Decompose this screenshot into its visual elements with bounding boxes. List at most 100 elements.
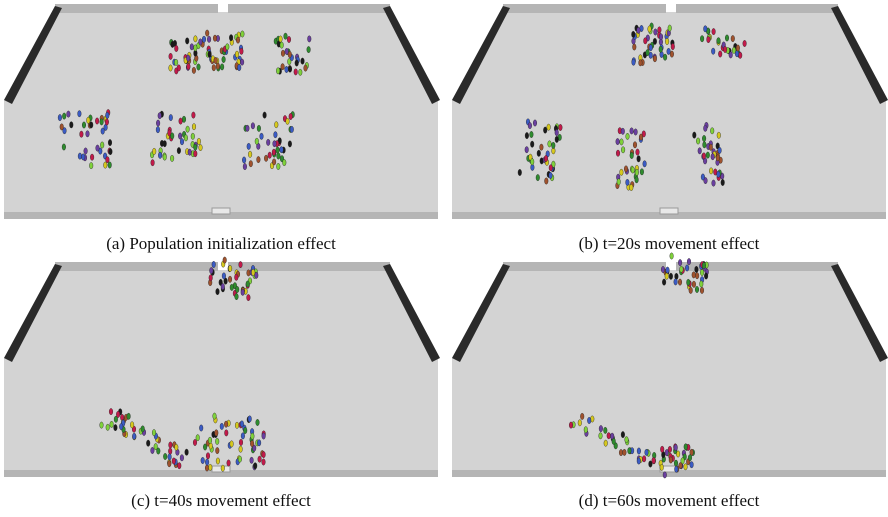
pedestrian xyxy=(626,133,630,139)
top-wall xyxy=(55,4,218,13)
pedestrian xyxy=(199,425,203,431)
pedestrian xyxy=(687,258,691,264)
pedestrian xyxy=(632,59,636,65)
pedestrian xyxy=(711,154,715,160)
pedestrian xyxy=(263,112,267,118)
pedestrian xyxy=(187,63,191,69)
pedestrian xyxy=(247,294,251,300)
pedestrian xyxy=(717,171,721,177)
pedestrian xyxy=(674,460,678,466)
pedestrian xyxy=(209,464,213,470)
pedestrian xyxy=(220,423,224,429)
pedestrian xyxy=(272,149,276,155)
pedestrian xyxy=(132,433,136,439)
pedestrian xyxy=(679,462,683,468)
pedestrian xyxy=(659,46,663,52)
pedestrian xyxy=(157,448,161,454)
pedestrian xyxy=(544,155,548,161)
pedestrian xyxy=(537,150,541,156)
pedestrian xyxy=(580,413,584,419)
exit-door xyxy=(212,208,230,214)
pedestrian xyxy=(289,113,293,119)
pedestrian xyxy=(707,36,711,42)
pedestrian xyxy=(540,144,544,150)
pedestrian xyxy=(687,279,691,285)
pedestrian xyxy=(308,36,312,42)
pedestrian xyxy=(185,449,189,455)
pedestrian xyxy=(177,147,181,153)
top-wall xyxy=(503,262,666,271)
pedestrian xyxy=(631,167,635,173)
pedestrian xyxy=(702,135,706,141)
caption: (c) t=40s movement effect xyxy=(131,491,311,510)
pedestrian xyxy=(238,456,242,462)
top-wall xyxy=(228,4,390,13)
pedestrian xyxy=(703,142,707,148)
pedestrian xyxy=(285,66,289,72)
pedestrian xyxy=(637,27,641,33)
pedestrian xyxy=(169,53,173,59)
pedestrian xyxy=(257,156,261,162)
pedestrian xyxy=(207,36,211,42)
pedestrian xyxy=(640,169,644,175)
pedestrian xyxy=(700,269,704,275)
pedestrian xyxy=(175,45,179,51)
pedestrian xyxy=(177,65,181,71)
pedestrian xyxy=(179,118,183,124)
pedestrian xyxy=(243,163,247,169)
pedestrian xyxy=(678,259,682,265)
pedestrian xyxy=(702,262,706,268)
pedestrian xyxy=(675,466,679,472)
pedestrian xyxy=(635,177,639,183)
pedestrian xyxy=(215,438,219,444)
pedestrian xyxy=(636,149,640,155)
pedestrian xyxy=(684,464,688,470)
pedestrian xyxy=(262,459,266,465)
pedestrian xyxy=(666,267,670,273)
pedestrian xyxy=(241,31,245,37)
pedestrian xyxy=(228,276,232,282)
pedestrian xyxy=(222,273,226,279)
pedestrian xyxy=(240,59,244,65)
pedestrian xyxy=(723,46,727,52)
pedestrian xyxy=(518,169,522,175)
pedestrian xyxy=(700,36,704,42)
pedestrian xyxy=(698,148,702,154)
pedestrian xyxy=(617,179,621,185)
pedestrian xyxy=(264,155,268,161)
pedestrian xyxy=(208,437,212,443)
pedestrian xyxy=(127,413,131,419)
pedestrian xyxy=(680,266,684,272)
pedestrian xyxy=(279,36,283,42)
pedestrian xyxy=(242,157,246,163)
pedestrian xyxy=(555,136,559,142)
pedestrian xyxy=(215,430,219,436)
pedestrian xyxy=(104,162,108,168)
pedestrian xyxy=(168,448,172,454)
pedestrian xyxy=(632,31,636,37)
pedestrian xyxy=(235,422,239,428)
pedestrian xyxy=(623,449,627,455)
pedestrian xyxy=(525,147,529,153)
pedestrian xyxy=(235,274,239,280)
pedestrian xyxy=(545,178,549,184)
pedestrian xyxy=(604,427,608,433)
caption: (d) t=60s movement effect xyxy=(579,491,760,510)
pedestrian xyxy=(569,422,573,428)
pedestrian xyxy=(696,138,700,144)
pedestrian xyxy=(704,26,708,32)
pedestrian xyxy=(706,152,710,158)
pedestrian xyxy=(175,444,179,450)
pedestrian xyxy=(70,122,74,128)
pedestrian xyxy=(649,45,653,51)
pedestrian xyxy=(530,159,534,165)
pedestrian xyxy=(702,153,706,159)
pedestrian xyxy=(182,116,186,122)
pedestrian xyxy=(625,437,629,443)
pedestrian xyxy=(621,128,625,134)
pedestrian xyxy=(156,127,160,133)
pedestrian xyxy=(639,60,643,66)
pedestrian xyxy=(668,25,672,31)
pedestrian xyxy=(192,112,196,118)
pedestrian xyxy=(241,433,245,439)
